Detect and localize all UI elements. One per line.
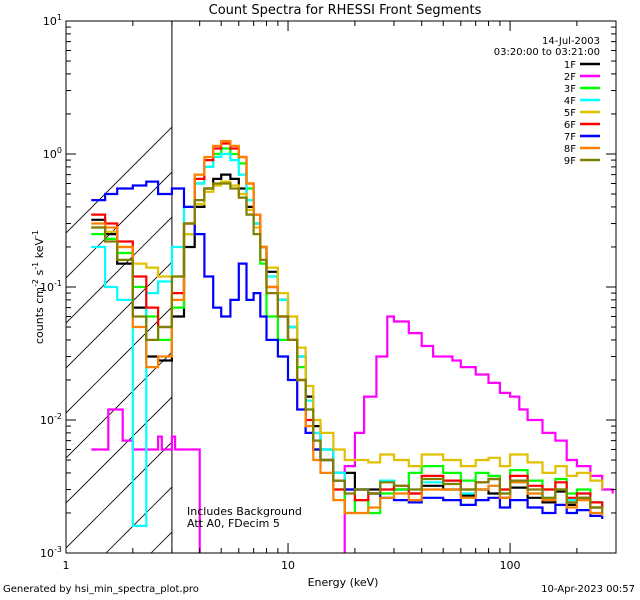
y-tick-label: 10-2 [40, 412, 62, 427]
series-line-9F [91, 182, 604, 513]
hatch-line [66, 216, 172, 324]
date-label: 14-Jul-2003 [542, 36, 600, 47]
legend-label-5F: 5F [564, 108, 576, 119]
timestamp-label: 10-Apr-2023 00:57 [541, 584, 635, 595]
y-tick-label: 10-1 [40, 279, 62, 294]
x-tick-label: 1 [63, 559, 70, 572]
legend-label-3F: 3F [564, 84, 576, 95]
time-range-label: 03:20:00 to 03:21:00 [494, 47, 600, 58]
x-tick-label: 10 [281, 559, 295, 572]
series-lines [91, 140, 614, 553]
series-line-2F [91, 315, 614, 553]
y-tick-label: 10-3 [40, 545, 62, 560]
legend-label-9F: 9F [564, 156, 576, 167]
legend-label-8F: 8F [564, 144, 576, 155]
legend-label-7F: 7F [564, 132, 576, 143]
y-tick-label: 100 [43, 146, 62, 161]
hatch-line [66, 396, 172, 504]
legend-label-1F: 1F [564, 60, 576, 71]
annotation-background: Includes Background [187, 505, 302, 518]
hatch-line [66, 441, 172, 549]
x-axis-label: Energy (keV) [308, 576, 379, 589]
y-axis-label: counts cm-2 s-1 keV-1 [31, 230, 46, 344]
chart-title: Count Spectra for RHESSI Front Segments [209, 3, 482, 18]
generated-by-label: Generated by hsi_min_spectra_plot.pro [3, 584, 199, 595]
legend-label-2F: 2F [564, 72, 576, 83]
x-tick-label: 100 [500, 559, 521, 572]
axis-ticks: 1 10 100 10-3 10-2 10-1 100 101 [40, 13, 617, 572]
y-tick-label: 101 [43, 13, 62, 28]
legend-label-4F: 4F [564, 96, 576, 107]
legend-label-6F: 6F [564, 120, 576, 131]
annotation-attenuator: Att A0, FDecim 5 [187, 517, 280, 530]
